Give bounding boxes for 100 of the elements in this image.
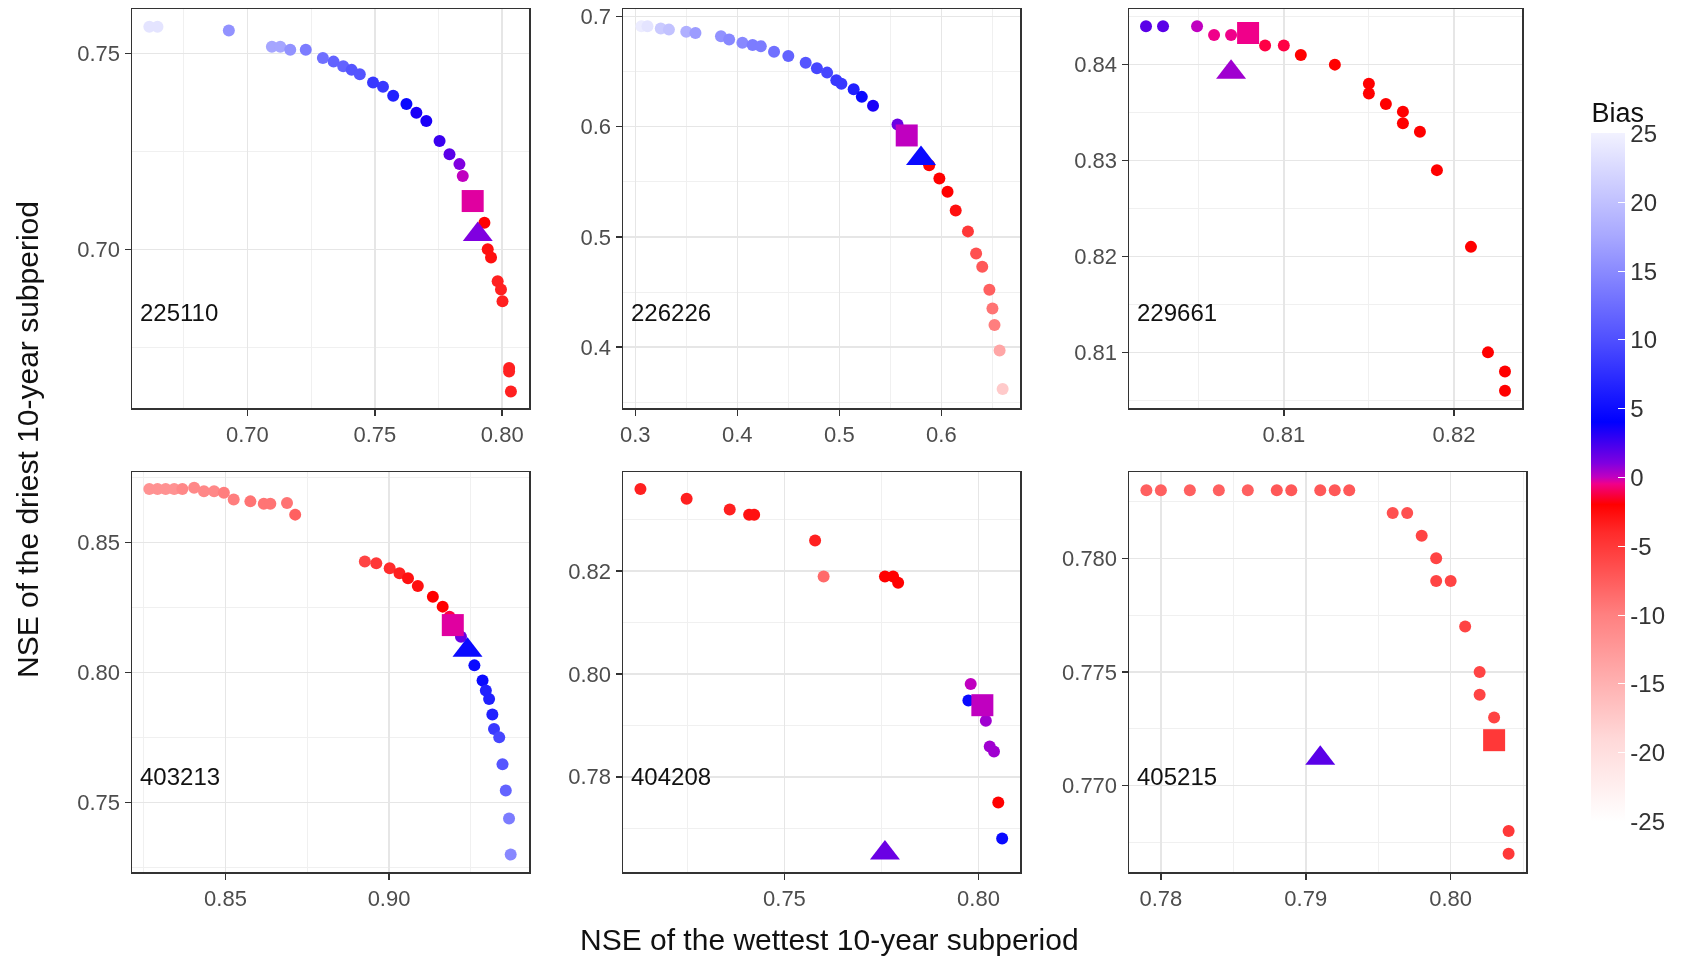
point <box>504 385 517 398</box>
annotation: 229661 <box>1137 299 1218 326</box>
x-tick-label: 0.80 <box>1429 885 1473 911</box>
point <box>1430 575 1443 588</box>
x-tick-label: 0.3 <box>619 421 651 447</box>
point <box>892 576 905 589</box>
x-tick-label: 0.90 <box>367 885 411 911</box>
point <box>485 251 498 264</box>
color-bar-label: -20 <box>1630 739 1665 767</box>
point <box>1464 240 1477 253</box>
point <box>281 496 294 509</box>
point <box>377 80 389 93</box>
point <box>1415 529 1428 542</box>
point <box>327 55 340 68</box>
point <box>996 383 1009 396</box>
point <box>188 481 201 494</box>
point <box>1430 552 1443 565</box>
color-bar-label: -10 <box>1630 601 1665 629</box>
point <box>1459 620 1472 633</box>
x-tick-label: 0.80 <box>957 885 1000 911</box>
point <box>662 23 675 36</box>
y-tick-label: 0.80 <box>77 660 121 686</box>
point <box>411 580 424 593</box>
point <box>1362 87 1375 100</box>
point <box>768 45 781 58</box>
point <box>1157 20 1170 33</box>
point <box>680 492 693 505</box>
color-bar-label: 5 <box>1630 395 1644 423</box>
point <box>1483 729 1506 752</box>
y-tick-label: 0.80 <box>568 661 612 687</box>
x-axis-title: NSE of the wettest 10-year subperiod <box>580 923 1079 956</box>
point <box>1237 21 1260 44</box>
point <box>420 114 433 127</box>
point <box>1499 365 1511 378</box>
x-tick-label: 0.75 <box>763 885 806 911</box>
x-tick-label: 0.70 <box>226 421 269 447</box>
point <box>1481 346 1494 359</box>
y-tick-label: 0.75 <box>77 790 121 816</box>
point <box>468 659 481 672</box>
point <box>992 796 1005 809</box>
point <box>971 694 994 717</box>
point <box>1444 575 1457 588</box>
x-tick-label: 0.4 <box>722 421 753 447</box>
point <box>986 302 999 315</box>
x-tick-label: 0.78 <box>1139 885 1183 911</box>
y-tick-label: 0.81 <box>1074 340 1118 366</box>
point <box>353 68 366 81</box>
point <box>486 708 499 721</box>
point <box>1473 666 1486 678</box>
x-tick-label: 0.82 <box>1432 421 1476 447</box>
x-tick-label: 0.79 <box>1284 885 1328 911</box>
point <box>453 158 466 171</box>
point <box>483 692 496 705</box>
point <box>400 98 413 111</box>
y-tick-label: 0.4 <box>580 334 612 360</box>
point <box>436 600 449 613</box>
point <box>476 674 489 687</box>
point <box>634 482 647 495</box>
point <box>723 33 736 46</box>
point <box>1183 484 1196 497</box>
x-tick-label: 0.75 <box>353 421 397 447</box>
point <box>496 758 509 771</box>
point <box>736 36 749 49</box>
point <box>387 89 400 102</box>
y-tick-label: 0.85 <box>77 530 121 556</box>
point <box>970 247 983 260</box>
point <box>217 486 230 499</box>
point <box>503 812 516 825</box>
point <box>410 106 423 119</box>
point <box>316 52 329 65</box>
point <box>817 570 830 583</box>
point <box>358 555 371 568</box>
y-axis-title: NSE of the driest 10-year subperiod <box>11 201 44 678</box>
x-tick-label: 0.85 <box>204 885 247 911</box>
point <box>855 90 868 103</box>
point <box>1499 384 1511 397</box>
y-tick-label: 0.82 <box>1074 244 1118 270</box>
point <box>983 283 996 296</box>
y-tick-label: 0.82 <box>568 558 612 584</box>
point <box>1241 484 1254 497</box>
annotation: 404208 <box>631 763 712 790</box>
point <box>1140 20 1153 33</box>
point <box>1154 484 1167 497</box>
point <box>809 534 822 547</box>
y-tick-label: 0.83 <box>1074 148 1118 174</box>
point <box>782 50 795 63</box>
point <box>1314 484 1327 497</box>
point <box>1328 58 1341 71</box>
point <box>1488 711 1501 724</box>
color-bar-label: -15 <box>1630 670 1665 698</box>
annotation: 403213 <box>140 763 221 790</box>
point <box>1430 164 1443 177</box>
point <box>244 495 257 508</box>
point <box>723 503 736 516</box>
point <box>383 562 396 575</box>
point <box>835 77 848 90</box>
point <box>799 56 812 69</box>
point <box>208 485 221 498</box>
point <box>895 124 918 147</box>
point <box>993 344 1006 357</box>
